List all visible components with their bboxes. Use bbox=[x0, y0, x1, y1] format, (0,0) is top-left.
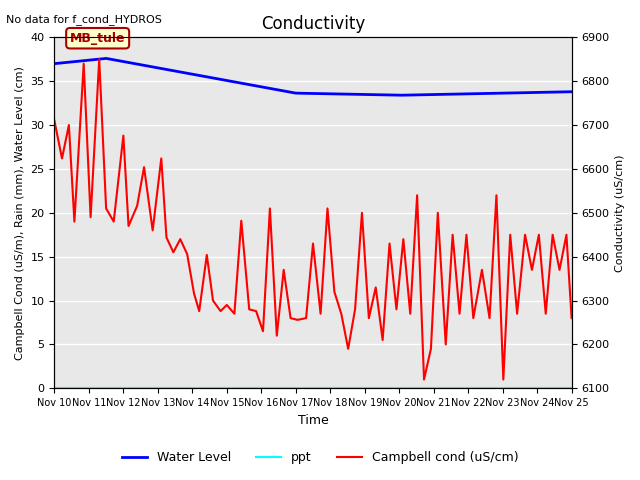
Text: MB_tule: MB_tule bbox=[70, 32, 125, 45]
Y-axis label: Campbell Cond (uS/m), Rain (mm), Water Level (cm): Campbell Cond (uS/m), Rain (mm), Water L… bbox=[15, 66, 25, 360]
Y-axis label: Conductivity (uS/cm): Conductivity (uS/cm) bbox=[615, 154, 625, 272]
X-axis label: Time: Time bbox=[298, 414, 328, 427]
Text: No data for f_cond_HYDROS: No data for f_cond_HYDROS bbox=[6, 14, 163, 25]
Legend: Water Level, ppt, Campbell cond (uS/cm): Water Level, ppt, Campbell cond (uS/cm) bbox=[116, 446, 524, 469]
Title: Conductivity: Conductivity bbox=[261, 15, 365, 33]
